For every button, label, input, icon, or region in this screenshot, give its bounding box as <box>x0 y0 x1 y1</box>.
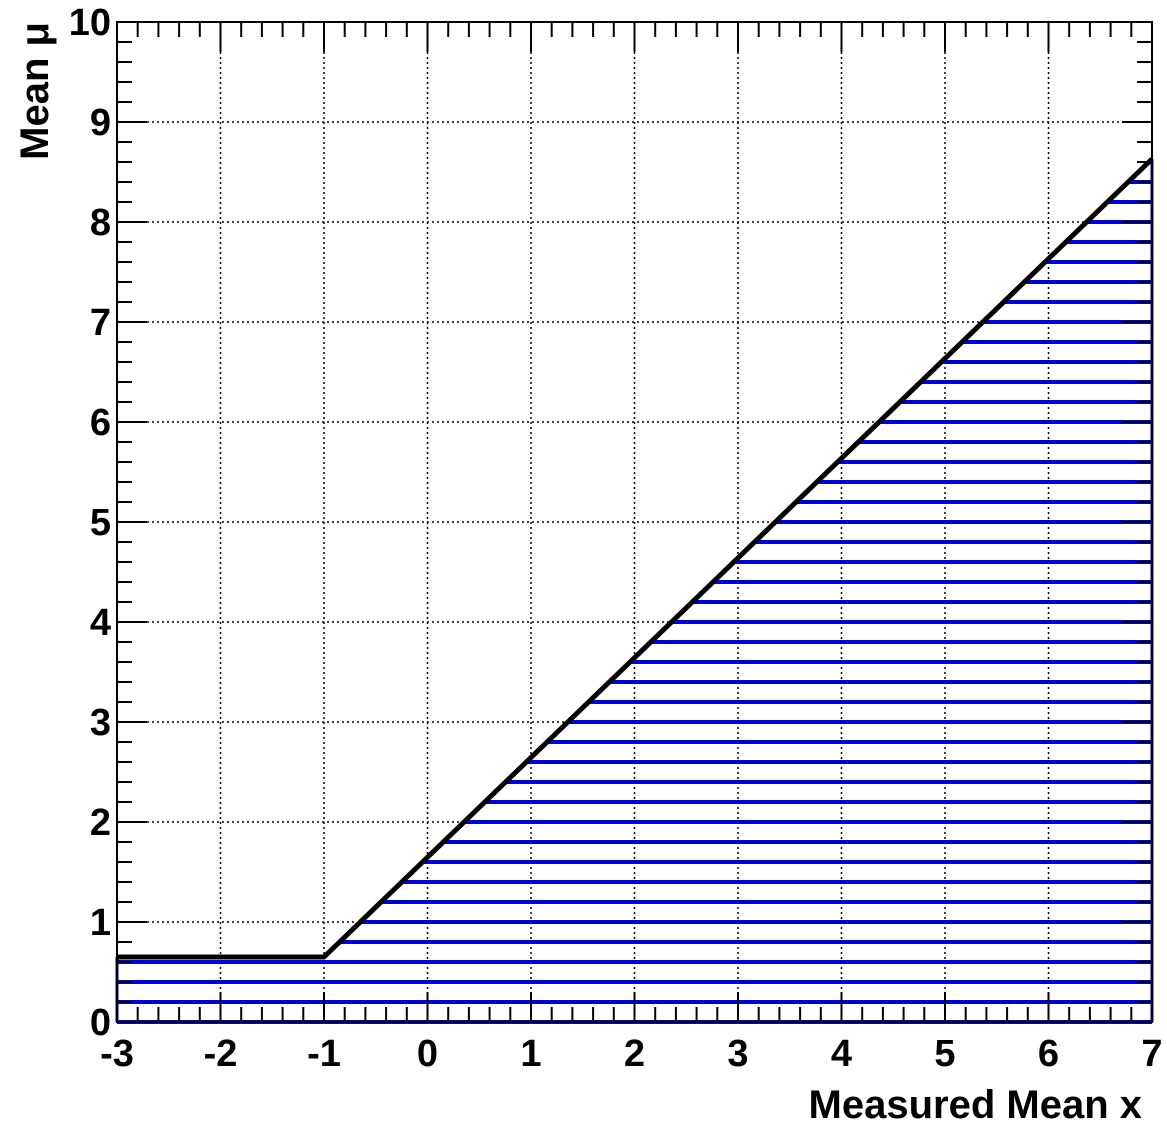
x-tick-label: 3 <box>727 1033 748 1075</box>
x-tick-label: 4 <box>831 1033 852 1075</box>
y-tick-label: 3 <box>90 702 111 744</box>
x-tick-label: -2 <box>204 1033 238 1075</box>
x-tick-label: 5 <box>934 1033 955 1075</box>
y-tick-label: 10 <box>69 2 111 44</box>
x-tick-label: -3 <box>100 1033 134 1075</box>
x-tick-label: 6 <box>1038 1033 1059 1075</box>
y-tick-label: 7 <box>90 302 111 344</box>
boundary-line <box>117 157 1154 960</box>
y-tick-label: 5 <box>90 502 111 544</box>
y-tick-label: 9 <box>90 102 111 144</box>
x-tick-label: 0 <box>417 1033 438 1075</box>
y-axis-title: Mean μ <box>13 22 57 160</box>
x-tick-label: -1 <box>307 1033 341 1075</box>
plot-frame <box>116 21 1153 1023</box>
y-tick-label: 6 <box>90 402 111 444</box>
hatch-fill <box>115 159 1154 1024</box>
y-tick-label: 8 <box>90 202 111 244</box>
x-tick-label: 1 <box>520 1033 541 1075</box>
x-axis-title: Measured Mean x <box>809 1083 1142 1127</box>
x-tick-labels: -3 -2 -1 0 1 2 3 4 5 6 7 <box>100 1033 1162 1075</box>
y-tick-label: 2 <box>90 802 111 844</box>
y-tick-label: 0 <box>90 1002 111 1044</box>
minor-ticks <box>117 22 1152 1022</box>
x-tick-label: 7 <box>1141 1033 1162 1075</box>
x-tick-label: 2 <box>624 1033 645 1075</box>
boundary-curve <box>117 157 1154 960</box>
y-tick-labels: 0 1 2 3 4 5 6 7 8 9 10 <box>69 2 111 1044</box>
y-tick-label: 1 <box>90 902 111 944</box>
y-tick-label: 4 <box>90 602 111 644</box>
